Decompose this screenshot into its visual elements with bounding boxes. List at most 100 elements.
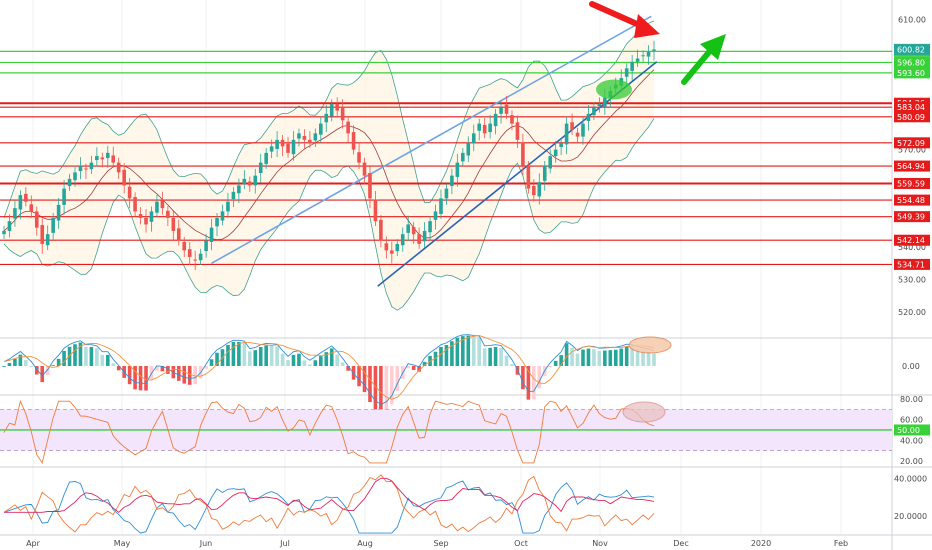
candle-body [559,143,563,148]
resistance-label: 564.94 [894,160,930,172]
macd-tick-label: 0.00 [902,362,920,371]
macd-bar [510,364,514,366]
macd-bar [592,349,596,366]
macd-bar [62,350,66,366]
macd-bar [237,342,241,366]
resistance-label-text: 583.04 [897,103,925,112]
candle-body [209,227,214,242]
candle-body [411,227,416,235]
macd-bar [40,366,45,383]
candle-body [275,139,279,149]
candle-body [258,162,263,174]
candle-body [575,132,580,137]
candle-body [340,107,345,121]
resistance-label-text: 534.71 [897,260,925,269]
time-axis-label: Oct [514,539,528,548]
candle-body [542,165,547,181]
candle-body [247,181,252,186]
macd-bar [29,366,34,367]
macd-bar [646,351,651,366]
horizontal-levels [0,50,892,265]
resistance-label: 534.71 [894,258,930,270]
candle-body [417,234,421,244]
candle-body [73,172,77,181]
candle-body [138,214,143,218]
adx-line [4,477,655,513]
candle-body [231,191,236,200]
macd-bar [351,366,356,380]
rsi-panel [0,399,892,465]
macd-bar [176,366,181,381]
candle-body [329,104,334,117]
candle-body [466,143,471,156]
dmi-tick-label: 40.0000 [894,474,927,483]
candle-body [553,149,558,157]
candle-body [34,211,39,228]
candle-body [291,139,296,155]
rsi-tick-label: 80.00 [900,395,923,404]
rsi-midline-label-bg [894,424,930,436]
dmi-minus-line [3,474,655,533]
candle-body [515,122,520,140]
candle-body [18,195,23,210]
macd-bar [149,366,154,380]
resistance-label-bg [894,177,930,189]
macd-bar [297,353,301,366]
macd-bar [488,347,492,366]
candle-body [280,139,285,147]
macd-bar [275,346,279,366]
macd-bar [613,349,618,366]
candle-body [532,186,536,196]
macd-bar [368,366,372,403]
resistance-label-bg [894,258,930,270]
candle-body [477,123,482,131]
macd-bar [2,366,6,367]
macd-bar [24,360,28,366]
candle-body [116,162,121,173]
macd-bar [204,366,208,369]
candle-body [461,152,465,162]
candle-body [155,201,159,213]
candle-body [198,253,203,261]
candle-body [493,113,498,127]
macd-bar [13,358,17,366]
macd-highlight [628,336,672,354]
candle-body [62,188,66,205]
time-axis: Apr May Jun Jul Aug Sep Oct Nov Dec 2020 Feb [26,539,848,548]
current-price-label-text: 600.82 [897,45,925,54]
macd-bar [526,366,531,400]
macd-bar [253,350,258,366]
macd-bar [559,355,563,366]
candle-body [510,115,514,124]
macd-bar [215,352,219,366]
candle-body [237,185,241,194]
resistance-label: 572.09 [894,137,930,149]
candle-body [160,200,165,209]
time-axis-label: Jul [279,539,290,548]
candle-body [100,157,105,160]
resistance-label-bg [894,194,930,206]
candle-body [182,241,187,251]
candle-body [105,152,110,159]
rsi-highlight [622,401,666,423]
candle-body [84,168,88,170]
candle-body [384,243,389,251]
candle-body [149,211,154,222]
candle-body [346,121,350,134]
candle-body [127,186,132,199]
resistance-label-text: 564.94 [897,162,925,171]
candle-body [482,124,487,134]
macd-bar [597,350,602,366]
macd-bar [439,346,443,366]
macd-line [3,334,655,405]
resistance-label-bg [894,101,930,113]
green-arrow-icon [681,34,726,85]
macd-bar [537,366,542,389]
candle-body [624,68,629,77]
macd-bar [291,354,296,366]
candle-body [89,162,94,170]
macd-bar [226,345,230,366]
resistance-label-bg [894,160,930,172]
candle-body [368,173,372,199]
